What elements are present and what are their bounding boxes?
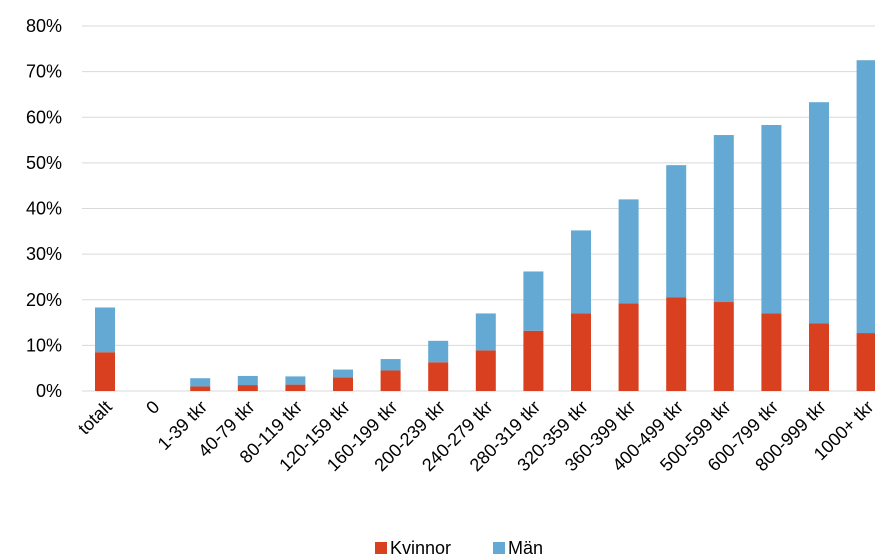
y-tick-label: 0% <box>36 381 62 401</box>
bar-man <box>713 135 734 303</box>
bar-kvinnor <box>571 313 591 391</box>
y-tick-label: 80% <box>26 16 62 36</box>
y-tick-label: 30% <box>26 244 62 264</box>
bars <box>95 60 875 391</box>
y-tick-label: 50% <box>26 153 62 173</box>
bar-kvinnor <box>475 350 496 391</box>
bar-man <box>428 340 449 363</box>
y-axis-tick-labels: 0% 10% 20% 30% 40% 50% 60% 70% 80% <box>26 16 62 401</box>
bar-kvinnor <box>618 303 639 391</box>
bar-man <box>666 165 687 298</box>
y-tick-label: 70% <box>26 62 62 82</box>
bar-man <box>475 313 496 351</box>
bar-man <box>190 378 211 387</box>
y-tick-label: 40% <box>26 199 62 219</box>
bar-man <box>380 359 401 371</box>
y-tick-label: 10% <box>26 335 62 355</box>
legend-swatch-man <box>493 542 505 554</box>
bar-man <box>571 230 591 314</box>
legend: Kvinnor Män <box>375 538 543 555</box>
bar-man <box>95 307 115 353</box>
x-tick-label: 0 <box>142 397 163 418</box>
legend-label-man: Män <box>508 538 543 555</box>
bar-kvinnor <box>761 313 782 391</box>
bar-kvinnor <box>380 370 401 391</box>
legend-swatch-kvinnor <box>375 542 387 554</box>
y-tick-label: 20% <box>26 290 62 310</box>
bar-man <box>237 375 258 386</box>
y-tick-label: 60% <box>26 107 62 127</box>
bar-man <box>618 199 639 304</box>
x-tick-label: totalt <box>74 397 116 439</box>
bar-kvinnor <box>809 323 829 391</box>
bar-kvinnor <box>190 386 211 391</box>
gridlines <box>82 25 875 346</box>
bar-kvinnor <box>713 302 734 391</box>
bar-man <box>285 376 306 385</box>
bar-kvinnor <box>285 384 306 391</box>
bar-kvinnor <box>428 362 449 391</box>
bar-man <box>761 125 782 314</box>
legend-label-kvinnor: Kvinnor <box>390 538 451 555</box>
bar-kvinnor <box>856 333 875 391</box>
bar-man <box>856 60 875 334</box>
bar-kvinnor <box>666 297 687 391</box>
bar-kvinnor <box>237 385 258 391</box>
bar-kvinnor <box>523 330 544 391</box>
bar-kvinnor <box>95 352 115 391</box>
bar-kvinnor <box>333 377 353 391</box>
bar-man <box>333 369 353 378</box>
bar-man <box>523 271 544 331</box>
bar-man <box>809 102 829 324</box>
